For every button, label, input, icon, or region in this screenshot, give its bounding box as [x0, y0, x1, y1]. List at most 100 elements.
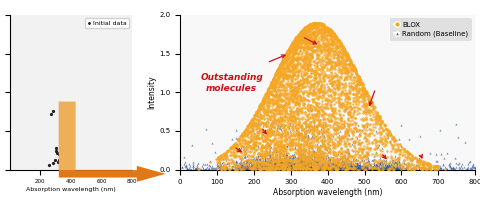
Point: [297, 160, 305, 163]
Point: [208, 164, 216, 168]
Point: [309, 92, 316, 95]
Point: [288, 52, 296, 56]
Point: [294, 37, 301, 40]
Point: [276, 81, 283, 84]
Point: [307, 57, 315, 60]
Point: [238, 144, 245, 147]
Point: [312, 126, 320, 129]
Point: [292, 144, 300, 147]
Point: [316, 87, 324, 90]
Point: [192, 166, 200, 170]
Point: [281, 162, 289, 165]
Point: [278, 160, 286, 164]
Point: [317, 70, 324, 73]
Point: [309, 136, 317, 139]
Point: [320, 167, 328, 170]
Point: [230, 155, 238, 159]
Point: [356, 89, 363, 92]
Point: [301, 57, 309, 61]
Point: [330, 159, 337, 162]
Point: [311, 161, 318, 164]
Point: [314, 168, 322, 171]
Point: [281, 155, 289, 158]
Point: [252, 166, 260, 170]
Point: [278, 132, 286, 135]
Point: [335, 60, 343, 64]
Point: [331, 92, 339, 95]
Point: [355, 132, 362, 136]
Point: [300, 165, 307, 168]
Point: [367, 100, 375, 103]
Point: [327, 167, 335, 171]
Point: [364, 165, 372, 169]
Point: [320, 168, 327, 171]
Point: [338, 137, 346, 140]
Point: [277, 167, 285, 171]
Point: [219, 165, 227, 168]
Point: [351, 92, 359, 96]
Point: [390, 139, 398, 142]
Point: [347, 168, 354, 171]
Point: [233, 167, 240, 170]
Point: [288, 138, 296, 141]
Point: [321, 44, 328, 48]
Point: [317, 123, 324, 126]
Point: [347, 84, 355, 88]
Point: [278, 60, 286, 63]
Point: [242, 162, 250, 165]
Point: [268, 167, 276, 171]
Point: [321, 167, 329, 170]
Point: [245, 160, 252, 164]
Point: [267, 167, 275, 171]
Point: [252, 168, 259, 171]
Point: [279, 77, 287, 80]
Point: [347, 164, 355, 167]
Point: [329, 126, 337, 130]
Point: [204, 167, 212, 171]
Point: [309, 30, 317, 34]
Point: [269, 86, 276, 90]
Point: [305, 122, 312, 126]
Point: [345, 163, 352, 167]
Point: [324, 131, 332, 134]
Point: [288, 42, 296, 45]
Point: [319, 23, 326, 26]
Point: [300, 27, 308, 30]
Point: [313, 61, 321, 64]
Point: [284, 49, 291, 53]
Point: [302, 159, 310, 163]
Point: [333, 167, 340, 171]
Point: [309, 92, 317, 95]
Point: [286, 166, 293, 169]
Point: [277, 166, 285, 169]
Point: [278, 61, 286, 64]
Point: [271, 108, 279, 112]
Point: [278, 119, 286, 123]
Point: [389, 165, 396, 169]
Point: [252, 167, 260, 170]
Point: [301, 162, 309, 165]
Point: [278, 113, 286, 116]
Point: [334, 38, 341, 42]
Point: [305, 163, 312, 166]
Point: [301, 148, 309, 151]
Point: [310, 165, 318, 169]
Point: [345, 152, 353, 155]
Point: [296, 56, 303, 60]
Point: [427, 166, 434, 169]
Point: [368, 166, 376, 169]
Point: [272, 79, 280, 82]
Point: [320, 77, 327, 81]
Point: [371, 109, 379, 112]
Point: [324, 29, 332, 33]
Point: [326, 157, 334, 160]
Point: [270, 165, 277, 168]
Point: [268, 167, 276, 170]
Point: [464, 167, 471, 171]
Point: [343, 53, 351, 56]
Point: [271, 167, 278, 170]
Point: [272, 168, 280, 171]
Point: [302, 89, 310, 92]
Point: [324, 162, 332, 166]
Point: [264, 161, 272, 165]
